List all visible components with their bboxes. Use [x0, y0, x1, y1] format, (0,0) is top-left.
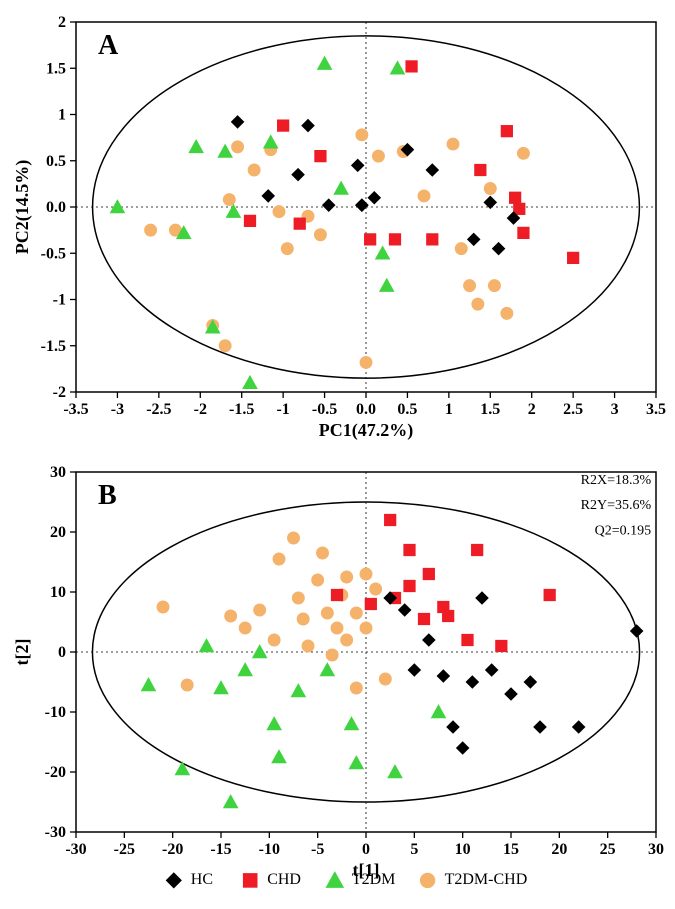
legend-label-CHD: CHD	[267, 871, 301, 888]
legend-label-HC: HC	[191, 871, 213, 888]
legend-label-T2DM-CHD: T2DM-CHD	[445, 871, 528, 888]
legend-marker-CHD	[243, 873, 258, 888]
legend-marker-T2DM-CHD	[420, 873, 435, 888]
figure-container: -3.5-3-2.5-2-1.5-1-0.50.00.511.522.533.5…	[0, 0, 675, 909]
legend-marker-HC	[166, 872, 182, 888]
legend-label-T2DM: T2DM	[352, 871, 396, 888]
legend: HC CHD T2DM T2DM-CHD	[0, 0, 675, 909]
legend-marker-T2DM	[325, 871, 344, 888]
